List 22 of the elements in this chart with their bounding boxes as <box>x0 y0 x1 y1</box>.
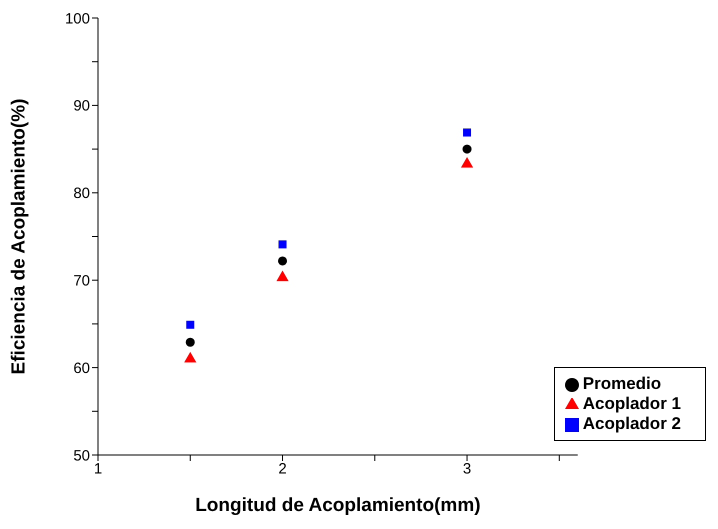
y-tick-label: 100 <box>64 10 90 28</box>
legend-label: Acoplador 1 <box>582 394 681 413</box>
point <box>186 320 194 329</box>
y-axis-title: Eficiencia de Acoplamiento(%) <box>8 98 30 374</box>
point <box>278 256 288 266</box>
point <box>276 270 289 282</box>
x-tick-label: 3 <box>462 460 472 478</box>
y-tick-label: 80 <box>73 185 90 202</box>
x-axis-title: Longitud de Acoplamiento(mm) <box>195 495 481 516</box>
legend-label: Acoplador 2 <box>582 414 681 433</box>
point <box>184 352 196 362</box>
point <box>463 128 472 136</box>
point <box>462 144 472 154</box>
y-tick-label: 60 <box>73 360 90 377</box>
legend-label: Promedio <box>582 374 662 393</box>
y-tick-label: 90 <box>73 98 90 115</box>
point <box>186 338 195 347</box>
x-tick-label: 1 <box>94 460 102 478</box>
x-tick-label: 2 <box>278 460 287 478</box>
y-tick-label: 70 <box>73 272 90 290</box>
point <box>278 240 287 248</box>
y-tick-label: 50 <box>73 447 90 464</box>
